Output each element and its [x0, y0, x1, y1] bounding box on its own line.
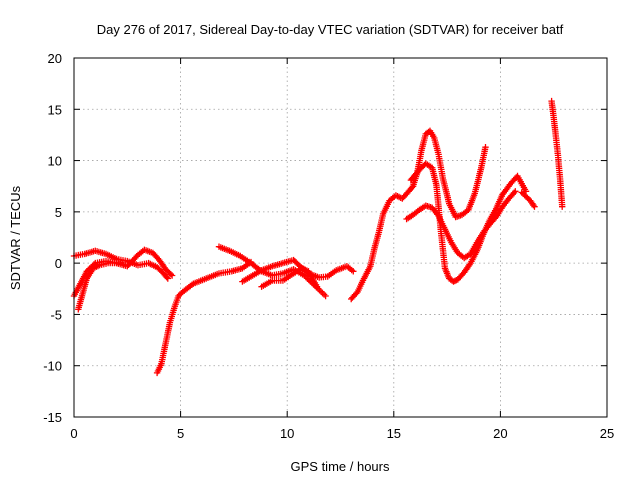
x-tick-label: 10: [280, 426, 294, 441]
series-track10: [407, 160, 530, 285]
plot-frame: [73, 57, 608, 418]
plus-markers: [518, 189, 538, 210]
grid-lines: [74, 58, 607, 417]
plus-markers: [548, 97, 566, 210]
plus-markers: [75, 259, 120, 313]
series-track8: [348, 183, 417, 303]
series-track13: [548, 97, 566, 210]
plus-markers: [258, 265, 321, 290]
y-tick-label: 0: [55, 256, 62, 271]
y-tick-label: -5: [50, 307, 62, 322]
x-tick-label: 5: [177, 426, 184, 441]
y-tick-label: 20: [48, 51, 62, 66]
data-marks: [70, 97, 566, 377]
y-tick-label: 10: [48, 154, 62, 169]
axis-ticks: 0 5 10 15 20 25 -15 -10 -5 0 5 10 15 20: [43, 51, 614, 441]
x-tick-label: 20: [493, 426, 507, 441]
x-tick-label: 15: [387, 426, 401, 441]
series-track3: [75, 259, 120, 313]
plus-markers: [153, 258, 255, 377]
plus-markers: [409, 127, 489, 221]
y-axis-label: SDTVAR / TECUs: [8, 185, 23, 290]
y-tick-label: 5: [55, 205, 62, 220]
chart-title: Day 276 of 2017, Sidereal Day-to-day VTE…: [97, 22, 564, 37]
x-tick-label: 0: [70, 426, 77, 441]
x-tick-label: 25: [600, 426, 614, 441]
y-tick-label: -10: [43, 359, 62, 374]
y-tick-label: -15: [43, 410, 62, 425]
plus-markers: [403, 188, 519, 262]
series-track4: [153, 258, 255, 377]
x-axis-label: GPS time / hours: [291, 459, 390, 474]
y-tick-label: 15: [48, 102, 62, 117]
series-track11: [403, 188, 519, 262]
series-track12: [518, 189, 538, 210]
series-track9: [409, 127, 489, 221]
plus-markers: [407, 160, 530, 285]
plus-markers: [348, 183, 417, 303]
series-track7: [258, 265, 321, 290]
